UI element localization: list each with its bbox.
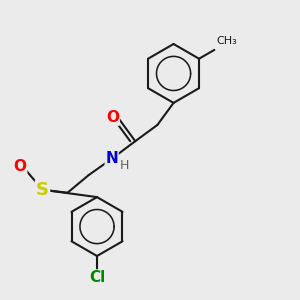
Text: S: S xyxy=(36,181,49,199)
Text: O: O xyxy=(14,159,27,174)
Text: Cl: Cl xyxy=(89,270,105,285)
Text: O: O xyxy=(106,110,119,125)
Text: H: H xyxy=(119,159,129,172)
Text: CH₃: CH₃ xyxy=(216,36,237,46)
Text: N: N xyxy=(105,151,118,166)
